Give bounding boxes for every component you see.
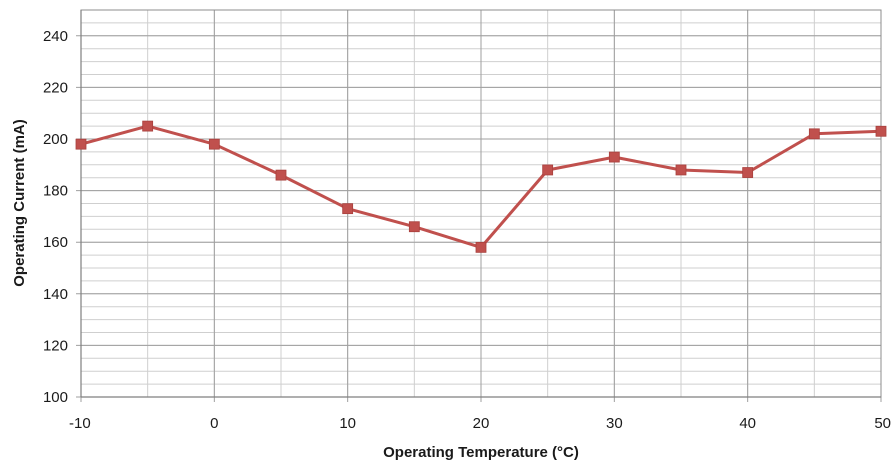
y-tick-label: 180 (43, 183, 68, 200)
data-point-marker (275, 169, 287, 181)
x-axis-title: Operating Temperature (°C) (383, 444, 579, 461)
y-axis-tick-labels: 100 120 140 160 180 200 220 240 (43, 28, 68, 406)
data-point-marker (142, 120, 154, 132)
x-tick-label: 0 (210, 415, 218, 432)
series-group (75, 120, 887, 253)
data-point-marker (408, 221, 420, 233)
x-tick-label: 50 (874, 415, 891, 432)
y-axis-title: Operating Current (mA) (11, 119, 28, 287)
data-point-marker (742, 167, 754, 178)
data-point-marker (208, 138, 220, 150)
y-tick-label: 100 (43, 389, 68, 406)
x-tick-label: 10 (339, 415, 356, 432)
data-point-marker (542, 164, 554, 176)
x-axis-tick-labels: -10 0 10 20 30 40 50 (69, 415, 891, 432)
data-point-marker (342, 203, 354, 215)
y-tick-label: 160 (43, 234, 68, 251)
y-tick-label: 140 (43, 286, 68, 303)
x-tick-label: 30 (606, 415, 623, 432)
data-point-marker (75, 138, 87, 150)
y-tick-label: 200 (43, 131, 68, 148)
data-point-marker (475, 241, 487, 253)
data-point-marker (608, 151, 620, 163)
data-point-marker (808, 128, 820, 140)
y-tick-label: 240 (43, 28, 68, 45)
y-tick-label: 120 (43, 337, 68, 354)
x-tick-label: 40 (739, 415, 756, 432)
data-point-marker (675, 164, 687, 176)
y-tick-label: 220 (43, 79, 68, 96)
x-tick-label: -10 (69, 415, 91, 432)
x-tick-label: 20 (473, 415, 490, 432)
data-point-marker (875, 125, 887, 137)
